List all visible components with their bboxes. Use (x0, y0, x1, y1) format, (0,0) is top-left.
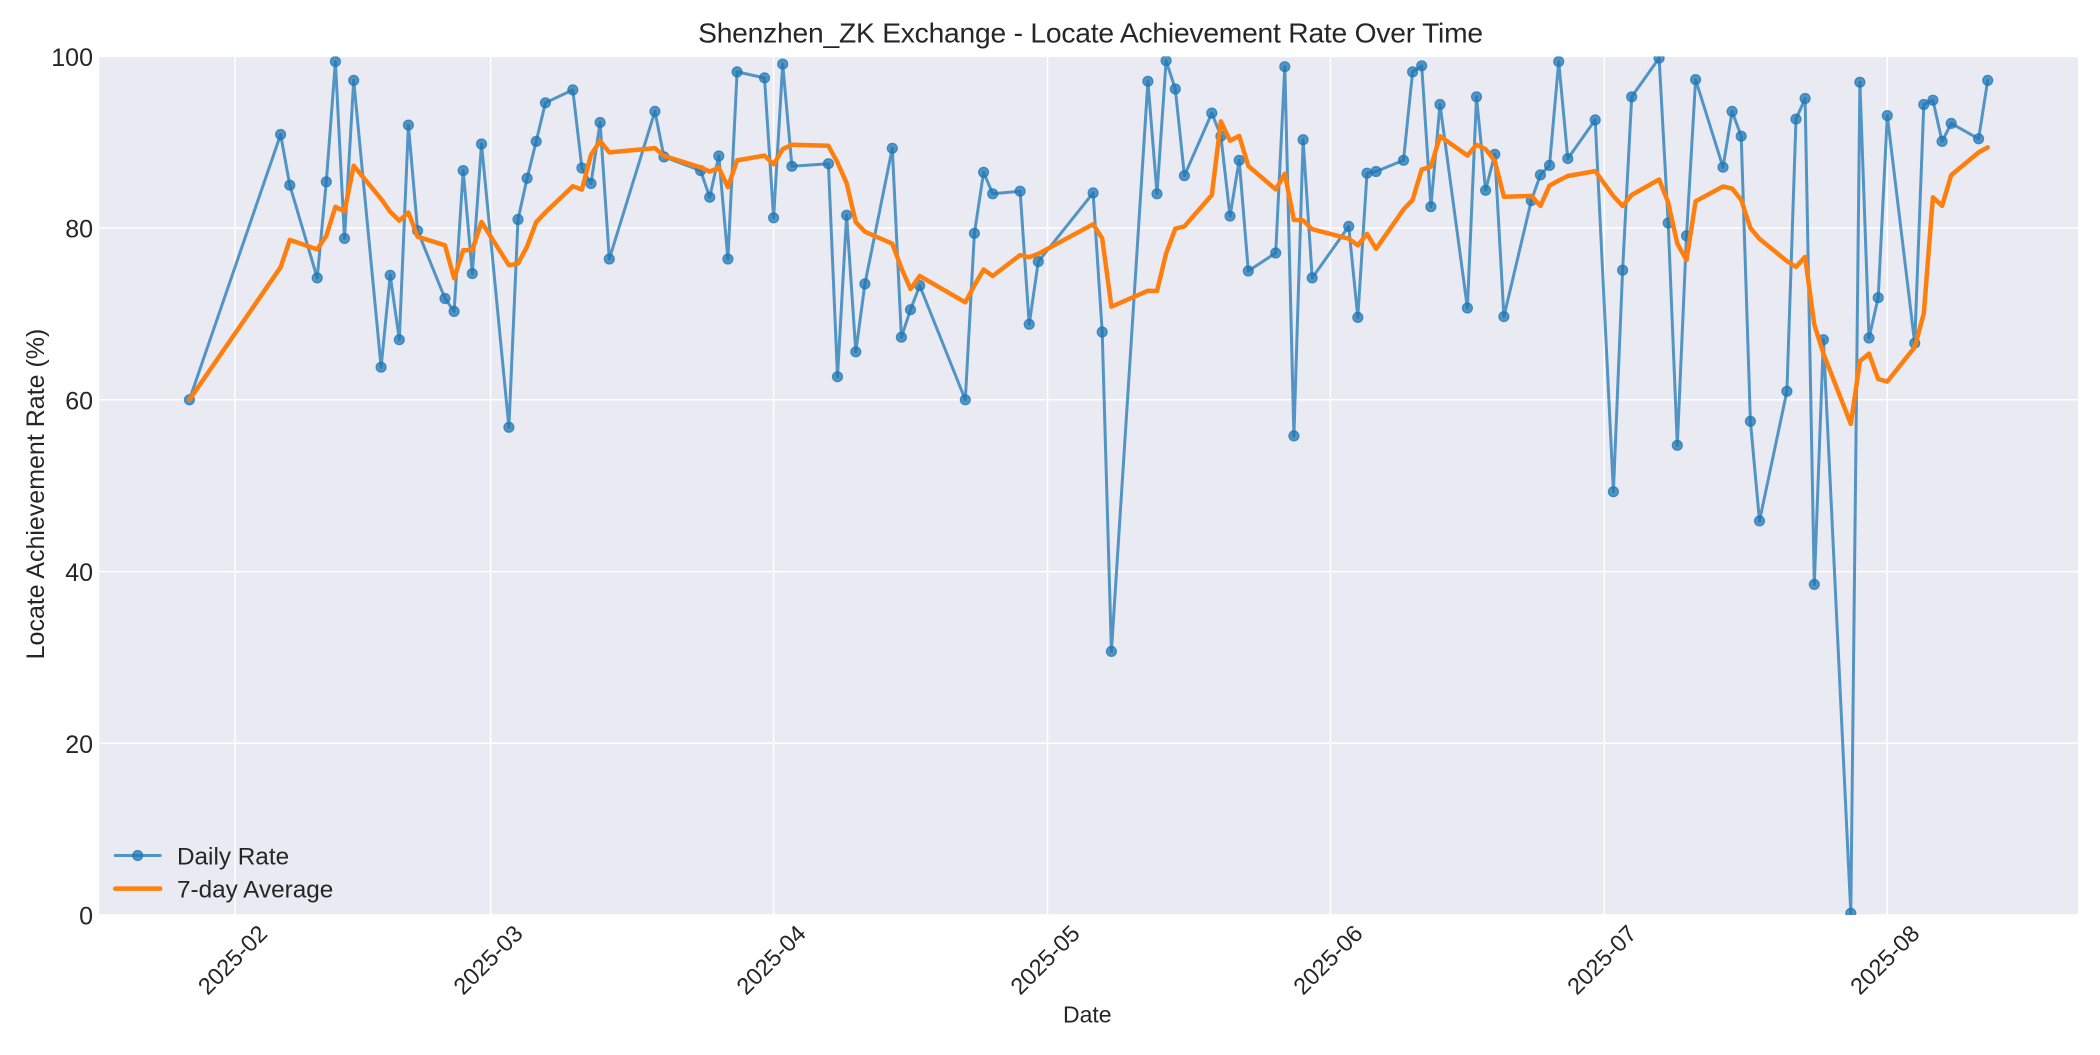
svg-text:80: 80 (65, 216, 93, 244)
svg-text:7-day Average: 7-day Average (177, 876, 333, 903)
svg-text:100: 100 (51, 44, 93, 72)
svg-text:Daily Rate: Daily Rate (177, 843, 289, 870)
svg-text:Locate Achievement Rate (%): Locate Achievement Rate (%) (22, 329, 50, 660)
svg-text:Shenzhen_ZK Exchange - Locate: Shenzhen_ZK Exchange - Locate Achievemen… (698, 17, 1483, 49)
svg-text:60: 60 (65, 387, 93, 415)
svg-text:0: 0 (79, 903, 93, 931)
svg-text:40: 40 (65, 559, 93, 587)
svg-text:Date: Date (1063, 1001, 1112, 1027)
svg-text:20: 20 (65, 731, 93, 759)
